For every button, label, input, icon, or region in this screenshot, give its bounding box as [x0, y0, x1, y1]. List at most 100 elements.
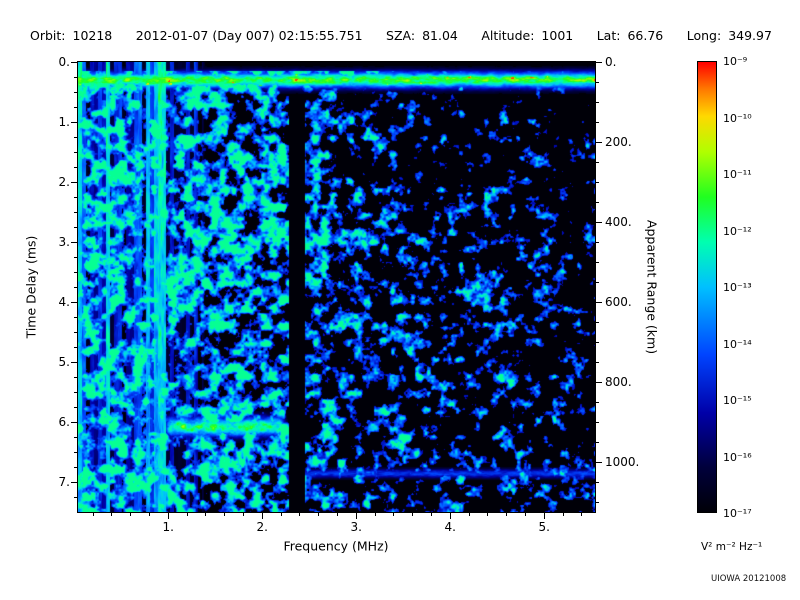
y-minor-tick-left [74, 196, 77, 198]
y-tick-mark-left [71, 481, 77, 483]
y-tick-mark-right [596, 461, 602, 463]
header-segment: SZA: 81.04 [386, 28, 458, 43]
x-minor-tick [562, 513, 564, 516]
y-minor-tick-right [596, 261, 599, 263]
y-minor-tick-left [74, 166, 77, 168]
y-minor-tick-right [596, 281, 599, 283]
y-tick-label-left: 7. [58, 475, 70, 489]
y-minor-tick-right [596, 181, 599, 183]
colorbar [697, 61, 717, 513]
y-minor-tick-right [596, 341, 599, 343]
y-tick-mark-left [71, 61, 77, 63]
x-minor-tick [581, 513, 583, 516]
header-segment: 2012-01-07 (Day 007) 02:15:55.751 [136, 28, 363, 43]
x-minor-tick [280, 513, 282, 516]
y-minor-tick-left [74, 316, 77, 318]
x-minor-tick [205, 513, 207, 516]
x-minor-tick [299, 513, 301, 516]
y-minor-tick-right [596, 481, 599, 483]
x-tick-mark [167, 513, 169, 519]
x-minor-tick [412, 513, 414, 516]
y-minor-tick-left [74, 151, 77, 153]
x-minor-tick [374, 513, 376, 516]
header-segment-label: Long: [686, 28, 722, 43]
colorbar-tick-label: 10⁻¹² [723, 224, 752, 238]
colorbar-tick-label: 10⁻¹¹ [723, 168, 752, 181]
y-minor-tick-right [596, 241, 599, 243]
y-tick-mark-right [596, 221, 602, 223]
y-minor-tick-right [596, 361, 599, 363]
x-minor-tick [186, 513, 188, 516]
x-minor-tick [336, 513, 338, 516]
colorbar-tick-label: 10⁻¹⁷ [723, 507, 752, 520]
y-tick-label-right: 600. [605, 295, 632, 309]
y-tick-label-right: 400. [605, 215, 632, 229]
y-minor-tick-left [74, 286, 77, 288]
x-minor-tick [130, 513, 132, 516]
y-minor-tick-right [596, 201, 599, 203]
y-minor-tick-left [74, 466, 77, 468]
x-minor-tick [318, 513, 320, 516]
colorbar-tick-label: 10⁻¹⁶ [723, 450, 752, 464]
y-minor-tick-right [596, 501, 599, 503]
header-segment: Orbit: 10218 [30, 28, 112, 43]
spectrogram-plot [77, 61, 596, 513]
y-minor-tick-right [596, 81, 599, 83]
x-minor-tick [506, 513, 508, 516]
y-minor-tick-left [74, 451, 77, 453]
y-tick-label-left: 4. [58, 295, 70, 309]
colorbar-unit: V² m⁻² Hz⁻¹ [701, 541, 763, 553]
y-tick-label-right: 200. [605, 135, 632, 149]
y-minor-tick-left [74, 106, 77, 108]
y-tick-label-right: 1000. [605, 455, 640, 469]
y-tick-mark-left [71, 421, 77, 423]
x-axis-title: Frequency (MHz) [283, 538, 389, 554]
header-segment-value: 66.76 [627, 28, 664, 43]
y-tick-mark-left [71, 181, 77, 183]
y-tick-mark-left [71, 121, 77, 123]
y-tick-mark-right [596, 381, 602, 383]
x-tick-label: 1. [162, 520, 174, 534]
x-tick-mark [355, 513, 357, 519]
x-minor-tick [111, 513, 113, 516]
y-tick-mark-left [71, 241, 77, 243]
colorbar-tick-label: 10⁻¹³ [723, 281, 752, 294]
y-minor-tick-right [596, 121, 599, 123]
x-minor-tick [468, 513, 470, 516]
y-minor-tick-left [74, 346, 77, 348]
y-minor-tick-right [596, 101, 599, 103]
y-minor-tick-left [74, 496, 77, 498]
colorbar-tick-label: 10⁻¹⁰ [723, 111, 752, 125]
header-segment-value: 81.04 [422, 28, 458, 43]
y-minor-tick-left [74, 391, 77, 393]
y-minor-tick-left [74, 91, 77, 93]
y-minor-tick-right [596, 421, 599, 423]
x-tick-mark [261, 513, 263, 519]
colorbar-tick-label: 10⁻¹⁵ [723, 394, 752, 407]
y-minor-tick-left [74, 136, 77, 138]
y-minor-tick-right [596, 441, 599, 443]
y-minor-tick-left [74, 271, 77, 273]
y-minor-tick-left [74, 256, 77, 258]
y-axis-title-right: Apparent Range (km) [644, 219, 660, 355]
y-axis-title-left: Time Delay (ms) [23, 235, 39, 339]
y-minor-tick-left [74, 226, 77, 228]
y-minor-tick-right [596, 321, 599, 323]
y-tick-mark-left [71, 301, 77, 303]
y-minor-tick-left [74, 76, 77, 78]
x-tick-label: 5. [538, 520, 550, 534]
y-minor-tick-left [74, 211, 77, 213]
header-info: Orbit: 10218 2012-01-07 (Day 007) 02:15:55… [30, 28, 772, 43]
header-segment: Altitude: 1001 [481, 28, 573, 43]
header-segment-value: 349.97 [728, 28, 772, 43]
y-tick-label-left: 0. [58, 55, 70, 69]
x-tick-mark [449, 513, 451, 519]
y-tick-label-left: 3. [58, 235, 70, 249]
y-minor-tick-right [596, 401, 599, 403]
x-tick-label: 3. [350, 520, 362, 534]
x-minor-tick [92, 513, 94, 516]
y-tick-mark-right [596, 141, 602, 143]
colorbar-tick-label: 10⁻⁹ [723, 55, 748, 68]
y-tick-label-right: 800. [605, 375, 632, 389]
